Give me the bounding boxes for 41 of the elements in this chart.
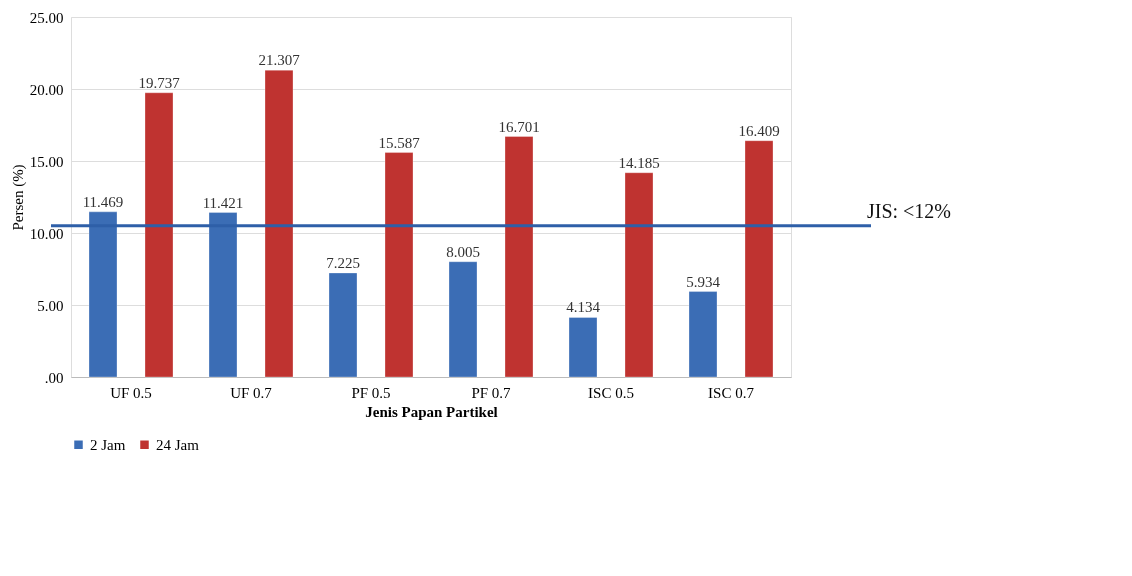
x-tick-label: ISC 0.7 <box>708 384 755 401</box>
bar <box>264 69 294 378</box>
y-axis-title: Persen (%) <box>9 164 27 231</box>
bar <box>504 136 534 378</box>
legend-label: 24 Jam <box>156 436 200 453</box>
data-label: 21.307 <box>258 52 301 69</box>
bar <box>624 172 654 378</box>
x-tick-label: ISC 0.5 <box>588 384 634 401</box>
y-tick-label: 25.00 <box>29 9 64 26</box>
legend-label: 2 Jam <box>90 436 126 453</box>
bar <box>208 212 238 378</box>
x-tick-label: PF 0.5 <box>351 384 391 401</box>
bar <box>568 316 598 378</box>
bar <box>328 272 358 378</box>
y-tick-label: 20.00 <box>29 81 64 98</box>
data-label: 16.701 <box>498 118 540 135</box>
data-label: 5.934 <box>686 273 721 290</box>
y-tick-label: .00 <box>44 369 64 386</box>
bar <box>144 92 174 378</box>
y-tick-label: 15.00 <box>29 153 64 170</box>
data-label: 8.005 <box>446 243 480 260</box>
bar <box>88 211 118 378</box>
data-label: 14.185 <box>618 154 660 171</box>
data-label: 11.469 <box>82 193 124 210</box>
data-label: 19.737 <box>138 74 181 91</box>
ref-line-label: JIS: <12% <box>866 199 951 222</box>
x-tick-label: PF 0.7 <box>471 384 512 401</box>
data-label: 15.587 <box>378 134 421 151</box>
bar <box>744 140 774 378</box>
bar <box>688 291 718 378</box>
x-tick-label: UF 0.7 <box>230 384 273 401</box>
x-tick-label: UF 0.5 <box>110 384 152 401</box>
data-label: 4.134 <box>566 299 601 316</box>
x-axis-title: Jenis Papan Partikel <box>365 403 498 420</box>
y-tick-label: 5.00 <box>37 297 64 314</box>
bar <box>384 152 414 378</box>
data-label: 7.225 <box>326 254 360 271</box>
bar <box>448 261 478 378</box>
data-label: 16.409 <box>738 122 780 139</box>
data-label: 11.421 <box>202 194 244 211</box>
y-tick-label: 10.00 <box>29 225 64 242</box>
